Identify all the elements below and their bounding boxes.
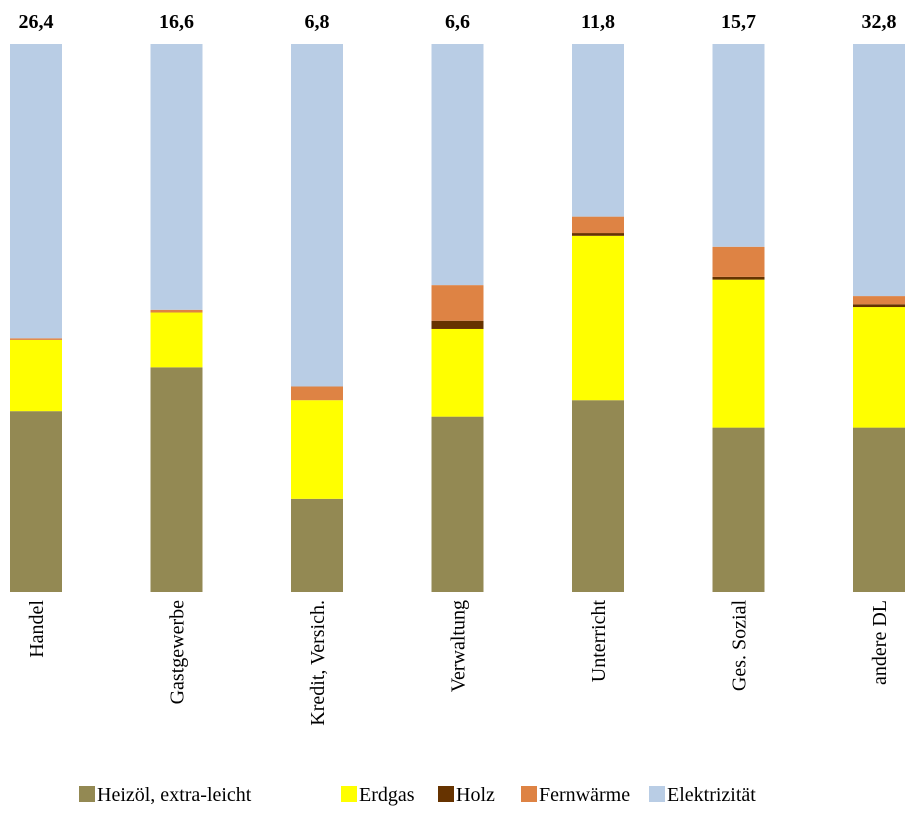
bar-segment-kredit-versich-heizol-extra-leicht (291, 498, 343, 592)
bar-segment-unterricht-holz (572, 233, 624, 236)
bar-segment-unterricht-heizol-extra-leicht (572, 400, 624, 592)
bar-segment-gastgewerbe-fernwarme (150, 309, 203, 313)
legend-label-elektrizitat: Elektrizität (667, 784, 756, 806)
bar-segment-verwaltung-elektrizitat (431, 44, 484, 286)
bar-segment-handel-fernwarme (10, 338, 62, 340)
category-labels-group: Handel Gastgewerbe Kredit, Versich. Verwalt… (26, 600, 891, 726)
total-label-ges-sozial: 15,7 (721, 11, 756, 33)
bar-segment-handel-elektrizitat (10, 44, 62, 339)
total-labels-group: 26,4 16,6 6,8 6,6 11,8 15,7 32,8 (19, 11, 897, 33)
legend-label-holz: Holz (456, 784, 495, 806)
bar-segment-verwaltung-holz (431, 320, 484, 329)
bar-segment-andere-dl-erdgas (853, 307, 905, 428)
bar-segment-verwaltung-erdgas (431, 328, 484, 417)
bars-group (10, 44, 905, 592)
legend-swatch-fernwarme (521, 786, 537, 802)
bar-segment-andere-dl-elektrizitat (853, 44, 905, 297)
category-label-unterricht: Unterricht (588, 600, 610, 683)
legend-swatch-holz (438, 786, 454, 802)
bar-segment-andere-dl-fernwarme (853, 296, 905, 305)
total-label-andere-dl: 32,8 (862, 11, 897, 33)
bar-segment-unterricht-elektrizitat (572, 44, 624, 217)
legend-swatch-elektrizitat (649, 786, 665, 802)
category-label-kredit-versich: Kredit, Versich. (307, 600, 329, 726)
bar-segment-gastgewerbe-erdgas (150, 312, 203, 368)
bar-segment-verwaltung-fernwarme (431, 285, 484, 321)
legend-label-fernwarme: Fernwärme (539, 784, 630, 806)
bar-segment-ges-sozial-erdgas (712, 279, 765, 428)
bar-segment-gastgewerbe-elektrizitat (150, 44, 203, 310)
bar-segment-ges-sozial-holz (712, 276, 765, 280)
total-label-gastgewerbe: 16,6 (159, 11, 194, 33)
category-label-gastgewerbe: Gastgewerbe (167, 600, 189, 705)
bar-segment-unterricht-fernwarme (572, 216, 624, 234)
category-label-handel: Handel (26, 600, 48, 658)
total-label-handel: 26,4 (19, 11, 54, 33)
category-label-verwaltung: Verwaltung (448, 600, 470, 692)
bar-segment-unterricht-erdgas (572, 235, 624, 401)
legend-swatch-heizol-extra-leicht (79, 786, 95, 802)
bar-segment-ges-sozial-heizol-extra-leicht (712, 427, 765, 592)
legend-label-erdgas: Erdgas (359, 784, 415, 806)
legend-swatch-erdgas (341, 786, 357, 802)
total-label-kredit-versich: 6,8 (305, 11, 330, 33)
bar-segment-andere-dl-heizol-extra-leicht (853, 427, 905, 592)
bar-segment-kredit-versich-elektrizitat (291, 44, 343, 387)
legend: Heizöl, extra-leicht Erdgas Holz Fernwärme E… (79, 784, 756, 806)
bar-segment-andere-dl-holz (853, 304, 905, 308)
bar-segment-gastgewerbe-heizol-extra-leicht (150, 367, 203, 592)
bar-segment-ges-sozial-elektrizitat (712, 44, 765, 247)
bar-segment-handel-erdgas (10, 339, 62, 412)
category-label-andere-dl: andere DL (869, 600, 891, 685)
total-label-verwaltung: 6,6 (445, 11, 470, 33)
bar-segment-handel-heizol-extra-leicht (10, 411, 62, 592)
bar-segment-ges-sozial-fernwarme (712, 246, 765, 277)
category-label-ges-sozial: Ges. Sozial (729, 600, 751, 692)
bar-segment-kredit-versich-fernwarme (291, 386, 343, 401)
total-label-unterricht: 11,8 (581, 11, 615, 33)
legend-label-heizol-extra-leicht: Heizöl, extra-leicht (97, 784, 252, 806)
bar-segment-kredit-versich-erdgas (291, 400, 343, 499)
bar-segment-verwaltung-heizol-extra-leicht (431, 416, 484, 592)
